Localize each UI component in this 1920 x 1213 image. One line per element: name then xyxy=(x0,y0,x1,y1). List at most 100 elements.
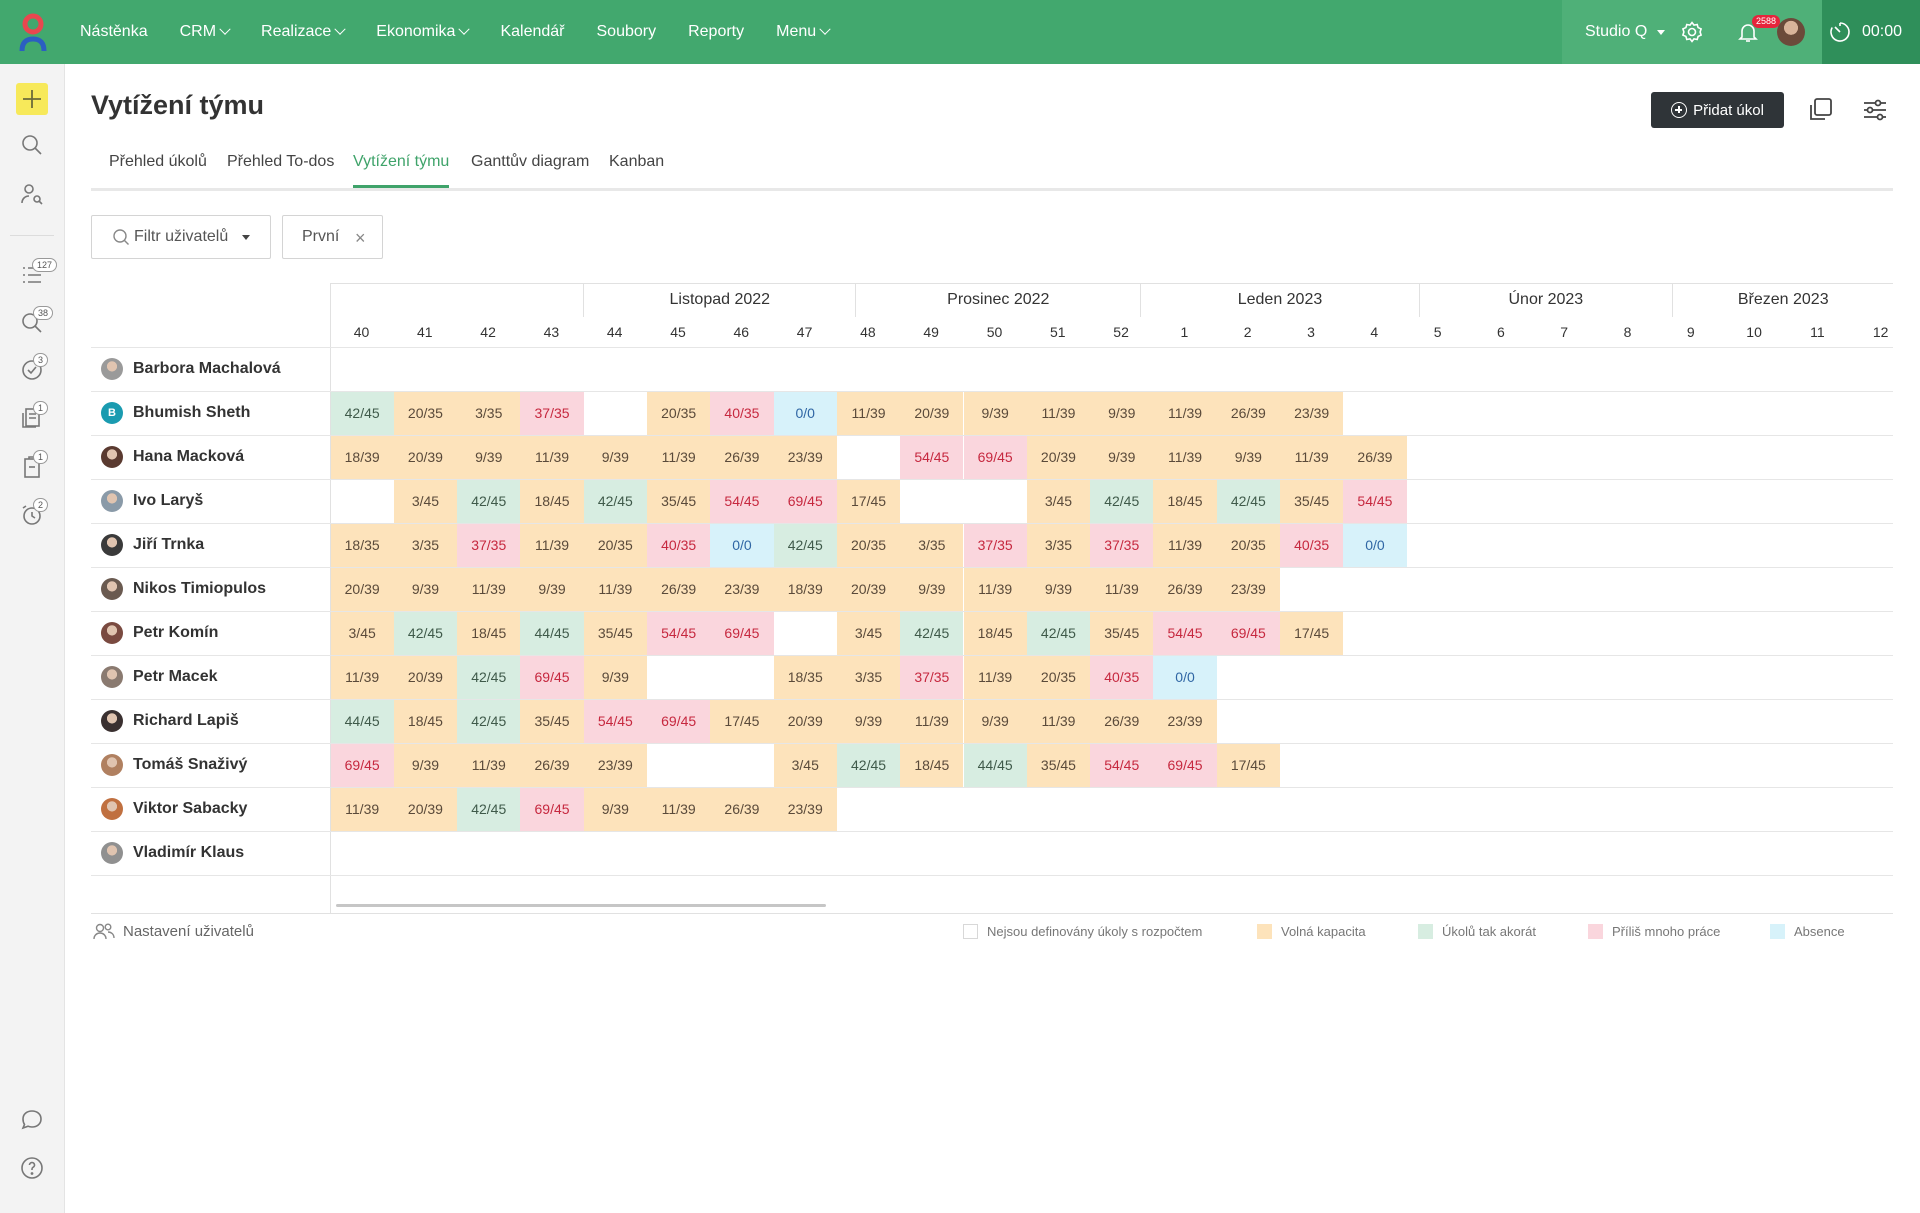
workload-cell[interactable]: 3/35 xyxy=(457,392,521,435)
workload-cell[interactable]: 44/45 xyxy=(520,612,584,655)
workload-cell[interactable]: 0/0 xyxy=(1343,524,1407,567)
workload-cell[interactable]: 69/45 xyxy=(1153,744,1217,787)
documents-icon[interactable] xyxy=(20,406,44,430)
workload-cell[interactable]: 23/39 xyxy=(1153,700,1217,743)
workload-cell[interactable]: 18/39 xyxy=(773,568,837,611)
workload-cell[interactable]: 42/45 xyxy=(1090,480,1154,523)
workload-cell[interactable]: 20/35 xyxy=(647,392,711,435)
workload-cell[interactable]: 37/35 xyxy=(1090,524,1154,567)
workload-cell[interactable]: 42/45 xyxy=(330,392,394,435)
workload-cell[interactable]: 20/39 xyxy=(1026,436,1091,479)
tab-prehled-todos[interactable]: Přehled To-dos xyxy=(227,153,335,170)
nav-item-realizace[interactable]: Realizace xyxy=(261,23,346,41)
user-row-name[interactable]: Barbora Machalová xyxy=(101,347,281,391)
workload-cell[interactable]: 18/45 xyxy=(393,700,458,743)
workload-cell[interactable]: 20/35 xyxy=(1026,656,1091,699)
workload-cell[interactable]: 11/39 xyxy=(963,656,1027,699)
nav-item-nastenka[interactable]: Nástěnka xyxy=(80,23,148,41)
workload-cell[interactable]: 9/39 xyxy=(393,568,458,611)
workload-cell[interactable]: 9/39 xyxy=(583,436,647,479)
workload-cell[interactable]: 37/35 xyxy=(520,392,584,435)
workload-cell[interactable]: 3/45 xyxy=(836,612,901,655)
user-row-name[interactable]: Vladimír Klaus xyxy=(101,831,244,875)
workload-cell[interactable]: 44/45 xyxy=(330,700,394,743)
workload-cell[interactable]: 11/39 xyxy=(457,568,521,611)
workload-cell[interactable]: 54/45 xyxy=(583,700,647,743)
user-row-name[interactable]: Richard Lapiš xyxy=(101,699,239,743)
nav-item-soubory[interactable]: Soubory xyxy=(597,23,657,41)
workload-cell[interactable]: 26/39 xyxy=(1343,436,1407,479)
workload-cell[interactable]: 20/35 xyxy=(393,392,458,435)
workload-cell[interactable]: 11/39 xyxy=(900,700,964,743)
workload-cell[interactable]: 40/35 xyxy=(710,392,774,435)
user-row-name[interactable]: Viktor Sabacky xyxy=(101,787,247,831)
workload-cell[interactable]: 11/39 xyxy=(647,436,711,479)
workload-cell[interactable]: 20/39 xyxy=(773,700,837,743)
timer-zone[interactable] xyxy=(1822,0,1920,64)
app-logo-icon[interactable] xyxy=(18,13,48,53)
workload-cell[interactable]: 11/39 xyxy=(1280,436,1344,479)
workload-cell[interactable]: 40/35 xyxy=(1280,524,1344,567)
workload-cell[interactable]: 35/45 xyxy=(1090,612,1154,655)
workload-cell[interactable]: 3/45 xyxy=(393,480,458,523)
workload-cell[interactable]: 69/45 xyxy=(520,656,584,699)
user-row-name[interactable]: Petr Komín xyxy=(101,611,218,655)
workload-cell[interactable]: 42/45 xyxy=(583,480,647,523)
close-icon[interactable]: × xyxy=(355,228,366,248)
workload-cell[interactable]: 18/45 xyxy=(520,480,584,523)
workload-cell[interactable]: 42/45 xyxy=(457,480,521,523)
horizontal-scrollbar[interactable] xyxy=(336,904,826,907)
workload-cell[interactable]: 9/39 xyxy=(393,744,458,787)
workload-cell[interactable]: 11/39 xyxy=(1090,568,1154,611)
workload-cell[interactable]: 3/35 xyxy=(900,524,964,567)
workload-cell[interactable]: 11/39 xyxy=(330,788,394,831)
workload-cell[interactable]: 3/45 xyxy=(330,612,394,655)
workload-cell[interactable]: 26/39 xyxy=(1216,392,1280,435)
workload-cell[interactable]: 20/39 xyxy=(393,788,458,831)
workload-cell[interactable]: 3/45 xyxy=(773,744,837,787)
workspace-switcher[interactable]: Studio Q xyxy=(1585,0,1666,64)
workload-cell[interactable]: 9/39 xyxy=(583,788,647,831)
workload-cell[interactable]: 54/45 xyxy=(647,612,711,655)
workload-cell[interactable]: 54/45 xyxy=(900,436,964,479)
tab-prehled-ukolu[interactable]: Přehled úkolů xyxy=(109,153,207,170)
workload-cell[interactable]: 17/45 xyxy=(836,480,901,523)
workload-cell[interactable]: 20/35 xyxy=(583,524,647,567)
workload-cell[interactable]: 20/39 xyxy=(393,656,458,699)
workload-cell[interactable]: 11/39 xyxy=(330,656,394,699)
workload-cell[interactable]: 18/45 xyxy=(963,612,1027,655)
user-avatar[interactable] xyxy=(1777,18,1805,46)
workload-cell[interactable]: 20/39 xyxy=(900,392,964,435)
workload-cell[interactable]: 18/39 xyxy=(330,436,394,479)
workload-cell[interactable]: 11/39 xyxy=(1153,436,1217,479)
workload-cell[interactable]: 23/39 xyxy=(1280,392,1344,435)
workload-cell[interactable]: 20/39 xyxy=(330,568,394,611)
workload-cell[interactable]: 11/39 xyxy=(836,392,901,435)
workload-cell[interactable]: 35/45 xyxy=(1026,744,1091,787)
workload-cell[interactable]: 69/45 xyxy=(647,700,711,743)
workload-cell[interactable]: 26/39 xyxy=(520,744,584,787)
workload-cell[interactable]: 42/45 xyxy=(393,612,458,655)
add-task-button[interactable]: Přidat úkol xyxy=(1651,92,1784,128)
workload-cell[interactable]: 0/0 xyxy=(710,524,774,567)
search-tasks-icon[interactable] xyxy=(20,311,44,335)
workload-cell[interactable]: 18/45 xyxy=(1153,480,1217,523)
workload-cell[interactable]: 42/45 xyxy=(457,788,521,831)
nav-item-reporty[interactable]: Reporty xyxy=(688,23,744,41)
user-row-name[interactable]: Jiří Trnka xyxy=(101,523,204,567)
workload-cell[interactable]: 3/45 xyxy=(1026,480,1091,523)
user-row-name[interactable]: B Bhumish Sheth xyxy=(101,391,250,435)
workload-cell[interactable]: 3/35 xyxy=(393,524,458,567)
nav-item-crm[interactable]: CRM xyxy=(180,23,231,41)
workload-cell[interactable]: 9/39 xyxy=(1090,436,1154,479)
user-filter-dropdown[interactable]: Filtr uživatelů xyxy=(91,215,271,259)
workload-cell[interactable]: 42/45 xyxy=(1216,480,1280,523)
workload-cell[interactable]: 3/35 xyxy=(836,656,901,699)
bell-icon[interactable] xyxy=(1736,20,1760,44)
workload-cell[interactable]: 11/39 xyxy=(963,568,1027,611)
workload-cell[interactable]: 11/39 xyxy=(457,744,521,787)
workload-cell[interactable]: 20/39 xyxy=(836,568,901,611)
workload-cell[interactable]: 35/45 xyxy=(583,612,647,655)
workload-cell[interactable]: 11/39 xyxy=(1153,392,1217,435)
workload-cell[interactable]: 69/45 xyxy=(773,480,837,523)
